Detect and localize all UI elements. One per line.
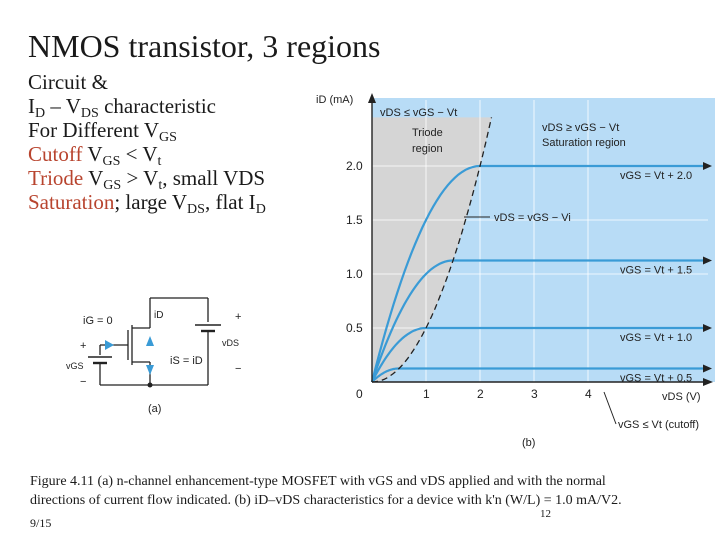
ground-node [147,382,153,388]
vgs-label: vGS [66,361,84,371]
curve-series-0 [370,164,706,383]
footer-date: 9/15 [30,516,52,530]
curve-arrow-2 [703,324,712,332]
x-tick-label: 2 [477,387,484,401]
page-title: NMOS transistor, 3 regions [28,28,381,64]
vds-minus: − [235,363,241,375]
series-label-2: vGS = Vt + 1.0 [620,332,692,344]
ig-label: iG = 0 [83,315,113,327]
vgs-plus: + [80,340,86,352]
x-tick-label: 0 [356,387,363,401]
saturation-title: Saturation region [542,137,626,149]
vds-label: vDS [222,338,239,348]
ig-arrow [105,340,114,350]
boundary-label: vDS = vGS − Vi [494,212,571,224]
y-tick-label: 0.5 [346,321,363,335]
y-tick-label: 1.5 [346,213,363,227]
x-tick-label: 1 [423,387,430,401]
boundary-parabola [371,117,493,383]
x-tick-label: 3 [531,387,538,401]
circuit-sublabel: (a) [148,403,161,415]
curve-series-1 [370,259,706,383]
saturation-condition: vDS ≥ vGS − Vt [542,122,619,134]
caption-line-1: Figure 4.11 (a) n-channel enhancement-ty… [30,474,606,489]
bullet-cutoff: Cutoff VGS < Vt [28,142,162,169]
series-label-0: vGS = Vt + 2.0 [620,170,692,182]
bullet-different-vgs: For Different VGS [28,118,177,145]
page-number: 12 [540,508,551,520]
vgs-minus: − [80,376,86,388]
bullet-characteristic: ID – VDS characteristic [28,94,216,121]
triode-condition: vDS ≤ vGS − Vt [380,107,457,119]
cutoff-label: vGS ≤ Vt (cutoff) [618,419,699,431]
series-label-3: vGS = Vt + 0.5 [620,373,692,385]
y-tick-label: 1.0 [346,267,363,281]
triode-title-2: region [412,143,443,155]
triode-title: Triode [412,127,443,139]
curve-series-3 [371,367,706,383]
bullet-circuit: Circuit & [28,70,108,94]
chart-sublabel: (b) [522,437,535,449]
bullet-triode: Triode VGS > Vt, small VDS [28,166,266,193]
bullet-list: Circuit & ID – VDS characteristic For Di… [28,70,266,217]
y-axis-arrow [368,93,376,103]
caption-line-2: directions of current flow indicated. (b… [30,493,622,508]
is-arrow [146,365,154,375]
x-axis-arrow [703,378,713,386]
series-label-1: vGS = Vt + 1.5 [620,265,692,277]
y-axis-label: iD (mA) [316,94,353,106]
vds-plus: + [235,311,241,323]
curve-arrow-0 [703,162,712,170]
triode-region-fill [372,117,492,383]
x-tick-label: 4 [585,387,592,401]
curve-arrow-3 [703,364,712,373]
is-label: iS = iD [170,355,203,367]
y-tick-label: 2.0 [346,159,363,173]
curve-arrow-1 [703,256,712,265]
cutoff-pointer [603,391,617,425]
bullet-saturation: Saturation; large VDS, flat ID [28,190,266,217]
id-arrow [146,336,154,346]
figure-caption: Figure 4.11 (a) n-channel enhancement-ty… [30,472,710,510]
x-axis-label: vDS (V) [662,391,701,403]
id-label: iD [154,310,163,321]
curve-series-2 [371,326,706,383]
